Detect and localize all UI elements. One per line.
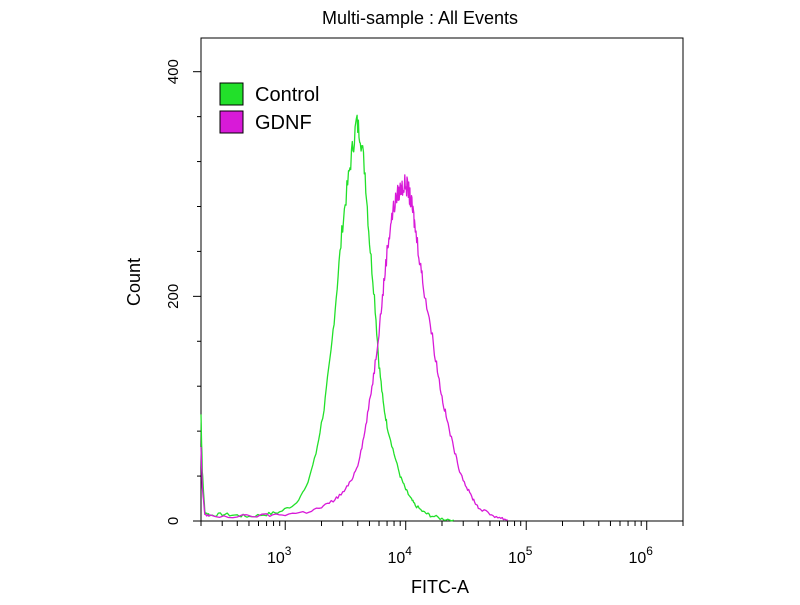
series-line-control (200, 114, 455, 522)
legend-swatch (219, 110, 244, 134)
legend-label: GDNF (255, 112, 312, 134)
series-line-gdnf (200, 174, 508, 521)
x-axis-label: FITC-A (411, 577, 469, 597)
y-axis-label: Count (124, 258, 144, 306)
legend-label: Control (255, 84, 319, 106)
legend-swatch (219, 82, 244, 106)
plot-frame (200, 37, 684, 522)
y-tick-label: 200 (165, 284, 182, 309)
y-tick-label: 400 (165, 59, 182, 84)
chart-title: Multi-sample : All Events (322, 8, 518, 28)
x-tick-label: 106 (628, 544, 653, 567)
y-tick-label: 0 (165, 517, 182, 525)
plot-area: 0 200 400 103 104 105 106 (165, 37, 684, 567)
x-tick-label: 105 (508, 544, 533, 567)
x-tick-label: 103 (267, 544, 292, 567)
legend: Control GDNF (219, 82, 319, 134)
x-tick-label: 104 (387, 544, 412, 567)
